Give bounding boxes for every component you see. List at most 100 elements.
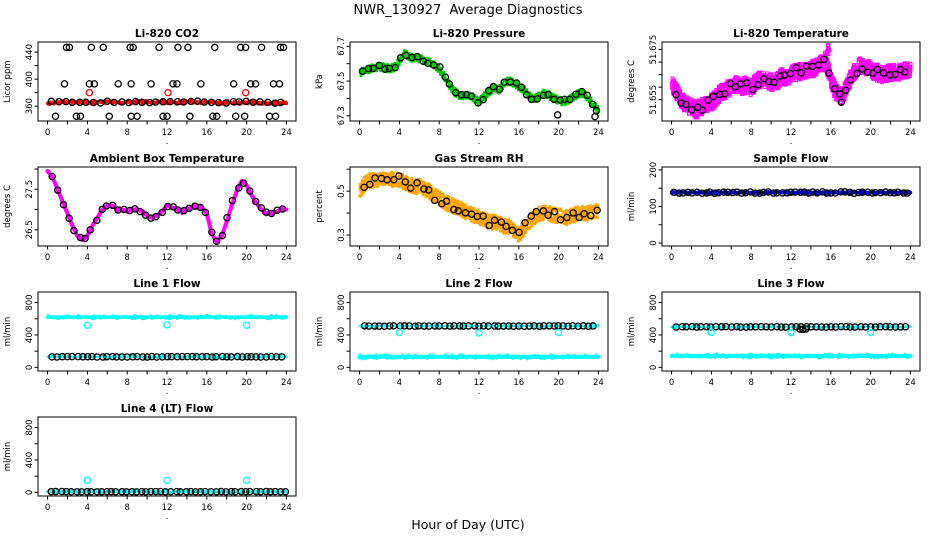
svg-text:0: 0 <box>357 253 362 263</box>
panel-ylabel: ml/min <box>315 317 325 347</box>
panel-ambient-box-temperature: Ambient Box Temperature degrees C 0 4 8 12 16 2… <box>0 150 312 275</box>
svg-text:.: . <box>166 262 169 272</box>
svg-text:67.3: 67.3 <box>337 106 347 125</box>
panel-title: Sample Flow <box>753 153 828 165</box>
svg-text:26.5: 26.5 <box>25 220 35 239</box>
chart-li820-temperature: Li-820 Temperature degrees C 0 4 8 12 16 20 24. 5… <box>627 28 921 147</box>
panel-title: Gas Stream RH <box>434 153 523 165</box>
svg-text:4: 4 <box>397 253 402 263</box>
svg-text:24: 24 <box>593 128 604 138</box>
svg-text:16: 16 <box>201 253 212 263</box>
svg-text:12: 12 <box>786 128 797 138</box>
svg-text:24: 24 <box>281 128 292 138</box>
svg-text:24: 24 <box>281 253 292 263</box>
chart-gas-stream-rh: Gas Stream RH percent 0 4 8 12 16 20 24. 0.3 0.5 <box>315 153 609 272</box>
panel-ylabel: degrees C <box>3 185 13 228</box>
svg-text:12: 12 <box>474 253 485 263</box>
svg-text:0: 0 <box>357 128 362 138</box>
panel-line3-flow: Line 3 Flow ml/min 0 4 8 12 16 20 24. 0 400 800 <box>624 275 936 400</box>
panel-li820-temperature: Li-820 Temperature degrees C 0 4 8 12 16 20 24. 5… <box>624 25 936 150</box>
svg-text:24: 24 <box>593 253 604 263</box>
chart-li820-pressure: Li-820 Pressure kPa 0 4 8 12 16 20 24. 67.3 67.5 67… <box>315 28 609 147</box>
svg-text:0.3: 0.3 <box>337 228 347 242</box>
panel-ylabel: ml/min <box>3 442 13 472</box>
panel-title: Line 4 (LT) Flow <box>121 403 214 415</box>
svg-text:8: 8 <box>124 253 129 263</box>
svg-text:16: 16 <box>825 128 836 138</box>
svg-text:20: 20 <box>553 253 564 263</box>
panel-title: Ambient Box Temperature <box>90 153 245 165</box>
svg-text:20: 20 <box>865 128 876 138</box>
panel-li820-pressure: Li-820 Pressure kPa 0 4 8 12 16 20 24. 67.3 67.5 67… <box>312 25 624 150</box>
series-group <box>46 476 290 496</box>
svg-text:360: 360 <box>25 98 35 114</box>
svg-text:20: 20 <box>241 253 252 263</box>
series-group <box>669 188 913 198</box>
svg-text:.: . <box>478 262 481 272</box>
svg-text:12: 12 <box>162 128 173 138</box>
panel-sample-flow: Sample Flow ml/min 0 4 8 12 16 20 24. 0 100 200 <box>624 150 936 275</box>
panel-title: Li-820 Pressure <box>433 28 526 40</box>
series-group <box>669 43 913 120</box>
svg-text:.: . <box>478 137 481 147</box>
panel-gas-stream-rh: Gas Stream RH percent 0 4 8 12 16 20 24. 0.3 0.5 <box>312 150 624 275</box>
svg-text:.: . <box>166 137 169 147</box>
svg-text:51.675: 51.675 <box>649 35 659 65</box>
svg-text:24: 24 <box>905 128 916 138</box>
series-group <box>358 49 601 121</box>
svg-text:67.7: 67.7 <box>337 37 347 56</box>
svg-text:8: 8 <box>436 128 441 138</box>
panel-title: Line 2 Flow <box>445 278 512 290</box>
svg-text:4: 4 <box>709 128 714 138</box>
svg-text:8: 8 <box>748 128 753 138</box>
svg-text:0: 0 <box>45 128 50 138</box>
svg-text:51.655: 51.655 <box>649 85 659 115</box>
panel-ylabel: degrees C <box>627 60 637 103</box>
svg-text:4: 4 <box>85 253 90 263</box>
series-group <box>358 170 601 243</box>
panel-ylabel: kPa <box>315 74 325 89</box>
panel-title: Line 3 Flow <box>757 278 824 290</box>
panel-ylabel: percent <box>315 190 325 223</box>
x-axis-label: Hour of Day (UTC) <box>411 517 525 532</box>
chart-li820-co2: Li-820 CO2 Licor ppm 0 4 8 12 16 20 24. 360 400 440 <box>3 28 297 147</box>
panel-line2-flow: Line 2 Flow ml/min 0 4 8 12 16 20 24. 0 400 800 <box>312 275 624 400</box>
svg-text:4: 4 <box>85 128 90 138</box>
svg-text:27.5: 27.5 <box>25 180 35 199</box>
panel-line1-flow: Line 1 Flow ml/min 0 4 8 12 16 20 24. 0 400 800 <box>0 275 312 400</box>
svg-text:4: 4 <box>397 128 402 138</box>
svg-text:8: 8 <box>124 128 129 138</box>
series-group <box>45 169 289 246</box>
series-group <box>45 314 289 361</box>
panel-title: Li-820 Temperature <box>733 28 849 40</box>
svg-text:16: 16 <box>513 253 524 263</box>
panel-ylabel: ml/min <box>627 317 637 347</box>
series-group <box>45 43 289 121</box>
svg-text:440: 440 <box>25 44 35 60</box>
panel-ylabel: ml/min <box>627 192 637 222</box>
svg-text:12: 12 <box>474 128 485 138</box>
panel-ylabel: ml/min <box>3 317 13 347</box>
panel-title: Li-820 CO2 <box>135 28 199 40</box>
svg-text:12: 12 <box>162 253 173 263</box>
svg-text:20: 20 <box>553 128 564 138</box>
svg-text:16: 16 <box>201 128 212 138</box>
svg-text:.: . <box>790 137 793 147</box>
chart-ambient-box-temperature: Ambient Box Temperature degrees C 0 4 8 12 16 2… <box>3 153 297 272</box>
svg-text:0.5: 0.5 <box>337 184 347 198</box>
series-group <box>357 322 601 361</box>
svg-text:67.5: 67.5 <box>337 72 347 91</box>
svg-text:400: 400 <box>25 71 35 87</box>
svg-text:0: 0 <box>669 128 674 138</box>
figure-title: NWR_130927 Average Diagnostics <box>353 3 583 18</box>
svg-text:20: 20 <box>241 128 252 138</box>
svg-text:8: 8 <box>436 253 441 263</box>
panel-li820-co2: Li-820 CO2 Licor ppm 0 4 8 12 16 20 24. 360 400 440 <box>0 25 312 150</box>
panel-line4-lt-flow: Line 4 (LT) Flow ml/min 0 4 8 12 16 20 24. 0 400 80… <box>0 400 312 525</box>
